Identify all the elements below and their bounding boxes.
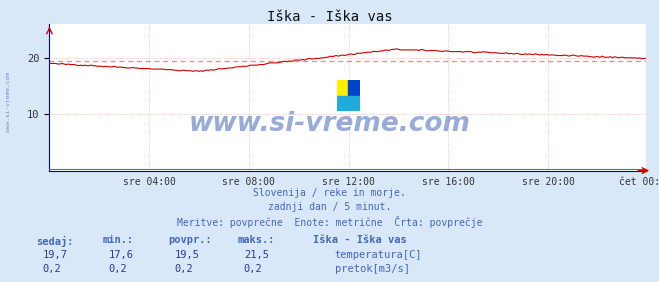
Text: 0,2: 0,2 [175,264,193,274]
Text: zadnji dan / 5 minut.: zadnji dan / 5 minut. [268,202,391,212]
Text: sre 12:00: sre 12:00 [322,177,375,187]
Text: 19,7: 19,7 [43,250,68,259]
Text: sre 04:00: sre 04:00 [123,177,175,187]
Text: temperatura[C]: temperatura[C] [335,250,422,259]
Text: Meritve: povprečne  Enote: metrične  Črta: povprečje: Meritve: povprečne Enote: metrične Črta:… [177,216,482,228]
Text: 19,5: 19,5 [175,250,200,259]
Text: maks.:: maks.: [237,235,275,245]
Bar [337,96,360,111]
Text: sre 20:00: sre 20:00 [522,177,575,187]
Text: 0,2: 0,2 [109,264,127,274]
Text: Iška - Iška vas: Iška - Iška vas [313,235,407,245]
Text: sre 16:00: sre 16:00 [422,177,475,187]
Text: www.si-vreme.com: www.si-vreme.com [6,72,11,131]
Text: povpr.:: povpr.: [168,235,212,245]
Text: 21,5: 21,5 [244,250,269,259]
Text: čet 00:00: čet 00:00 [619,177,659,187]
Text: Slovenija / reke in morje.: Slovenija / reke in morje. [253,188,406,197]
Text: pretok[m3/s]: pretok[m3/s] [335,264,410,274]
Text: Iška - Iška vas: Iška - Iška vas [267,10,392,24]
Text: min.:: min.: [102,235,133,245]
Bar [349,80,360,96]
Text: 0,2: 0,2 [43,264,61,274]
Text: 17,6: 17,6 [109,250,134,259]
Bar [337,80,349,96]
Text: 0,2: 0,2 [244,264,262,274]
Text: www.si-vreme.com: www.si-vreme.com [188,111,471,137]
Text: sedaj:: sedaj: [36,235,74,246]
Text: sre 08:00: sre 08:00 [223,177,275,187]
